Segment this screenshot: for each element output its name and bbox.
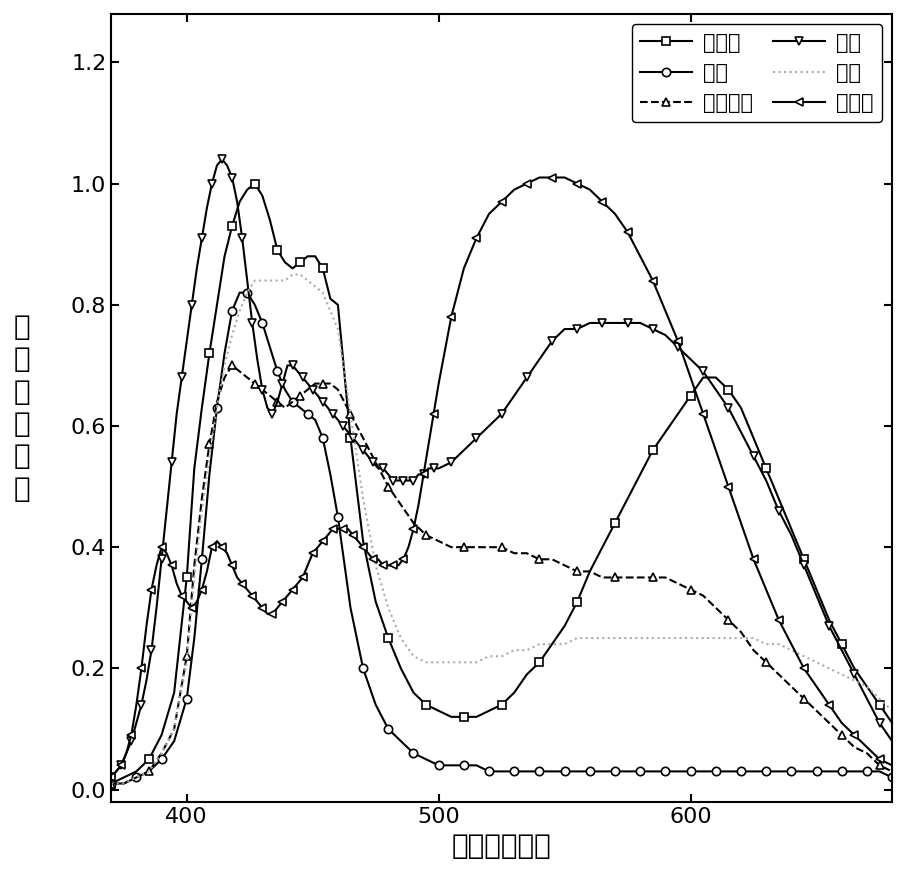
乙腈 xyxy=(342,427,353,437)
乙腈 xyxy=(106,773,117,783)
异丙醇 xyxy=(201,566,212,577)
甲苯 xyxy=(294,403,305,413)
正己烷 xyxy=(685,391,696,401)
四氢呋喃 xyxy=(849,742,860,753)
异丙醇 xyxy=(106,773,117,783)
正己烷 xyxy=(131,766,142,777)
乙腈 xyxy=(521,372,532,383)
乙醇 xyxy=(294,269,305,280)
甲苯 xyxy=(446,760,457,771)
乙醇 xyxy=(887,705,898,716)
正己烷 xyxy=(106,778,117,788)
乙醇 xyxy=(546,639,557,649)
Line: 异丙醇: 异丙醇 xyxy=(107,173,896,781)
乙醇 xyxy=(106,778,117,788)
Line: 甲苯: 甲苯 xyxy=(107,288,896,787)
Line: 正己烷: 正己烷 xyxy=(107,179,896,787)
异丙醇 xyxy=(534,172,545,183)
X-axis label: 波长（纳米）: 波长（纳米） xyxy=(452,832,552,860)
Legend: 正己烷, 甲苯, 四氢呋喃, 乙腈, 乙醇, 异丙醇: 正己烷, 甲苯, 四氢呋喃, 乙腈, 乙醇, 异丙醇 xyxy=(631,24,882,121)
乙醇 xyxy=(849,676,860,686)
正己烷 xyxy=(294,257,305,267)
正己烷 xyxy=(249,178,260,189)
乙腈 xyxy=(723,403,734,413)
甲苯 xyxy=(849,766,860,777)
乙腈 xyxy=(887,736,898,746)
异丙醇 xyxy=(723,482,734,492)
四氢呋喃 xyxy=(685,585,696,595)
Y-axis label: 相
对
荧
光
强
度: 相 对 荧 光 强 度 xyxy=(14,313,31,503)
异丙醇 xyxy=(509,184,520,195)
乙腈 xyxy=(201,203,212,213)
乙腈 xyxy=(217,154,227,164)
四氢呋喃 xyxy=(546,554,557,565)
四氢呋喃 xyxy=(446,542,457,552)
乙醇 xyxy=(685,633,696,643)
Line: 四氢呋喃: 四氢呋喃 xyxy=(107,361,896,787)
异丙醇 xyxy=(887,760,898,771)
异丙醇 xyxy=(622,227,633,238)
甲苯 xyxy=(887,773,898,783)
四氢呋喃 xyxy=(131,773,142,783)
乙腈 xyxy=(622,318,633,329)
Line: 乙腈: 乙腈 xyxy=(107,156,896,781)
正己烷 xyxy=(887,718,898,728)
异丙醇 xyxy=(217,542,227,552)
乙醇 xyxy=(131,773,142,783)
四氢呋喃 xyxy=(106,778,117,788)
甲苯 xyxy=(106,778,117,788)
四氢呋喃 xyxy=(226,360,237,371)
甲苯 xyxy=(685,766,696,777)
正己烷 xyxy=(849,663,860,674)
正己烷 xyxy=(546,639,557,649)
乙醇 xyxy=(446,657,457,668)
正己烷 xyxy=(446,711,457,722)
四氢呋喃 xyxy=(294,391,305,401)
Line: 乙醇: 乙醇 xyxy=(111,274,892,783)
甲苯 xyxy=(235,288,246,298)
乙醇 xyxy=(287,269,298,280)
乙腈 xyxy=(222,160,233,170)
异丙醇 xyxy=(338,524,349,534)
四氢呋喃 xyxy=(887,766,898,777)
甲苯 xyxy=(131,773,142,783)
甲苯 xyxy=(546,766,557,777)
